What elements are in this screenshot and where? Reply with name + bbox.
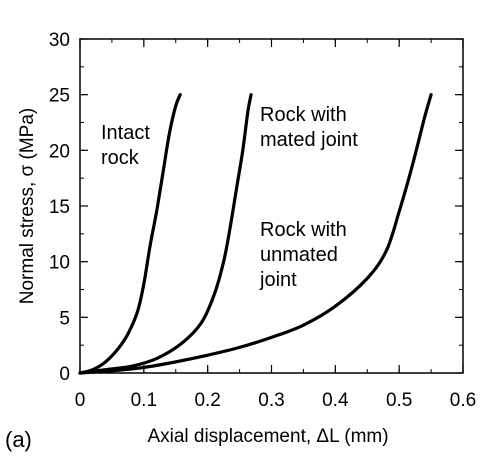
x-tick-label: 0.1 xyxy=(131,390,157,411)
series-label-line: Rock with xyxy=(260,104,347,126)
x-tick-label: 0.3 xyxy=(258,390,284,411)
y-tick-label: 15 xyxy=(49,197,70,218)
series-label-line: mated joint xyxy=(260,129,358,151)
y-tick-label: 30 xyxy=(49,30,70,51)
mated-joint-line xyxy=(78,93,253,375)
y-tick-label: 20 xyxy=(49,141,70,162)
x-tick-label: 0 xyxy=(75,390,86,411)
x-tick-label: 0.5 xyxy=(386,390,412,411)
ticks: 0 0.1 0.2 0.3 0.4 0.5 0.6 0 5 10 15 20 25 30 xyxy=(49,30,476,411)
y-tick-label: 10 xyxy=(49,253,70,274)
panel-label: (a) xyxy=(5,427,32,452)
series-label-line: unmated xyxy=(260,244,338,266)
unmated-joint-label: Rock with unmated joint xyxy=(259,219,347,291)
plot-frame xyxy=(79,38,464,374)
x-axis-title: Axial displacement, ΔL (mm) xyxy=(147,426,388,447)
intact-rock-line xyxy=(78,93,182,375)
mated-joint-label: Rock with mated joint xyxy=(260,104,358,151)
series-label-line: Intact xyxy=(101,122,150,144)
y-tick-label: 5 xyxy=(59,308,70,329)
intact-rock-label: Intact rock xyxy=(101,122,150,169)
y-axis-title: Normal stress, σ (MPa) xyxy=(17,108,38,304)
series-label-line: rock xyxy=(101,147,140,169)
x-tick-label: 0.6 xyxy=(450,390,476,411)
x-tick-label: 0.4 xyxy=(322,390,349,411)
series-label-line: joint xyxy=(259,269,297,291)
series-labels: Intact rock Rock with mated joint Rock with u… xyxy=(101,104,358,291)
x-tick-label: 0.2 xyxy=(194,390,220,411)
y-tick-label: 25 xyxy=(49,86,70,107)
series-lines xyxy=(78,93,433,375)
axes xyxy=(79,38,464,374)
series-label-line: Rock with xyxy=(260,219,347,241)
unmated-joint-line xyxy=(78,93,433,375)
y-tick-label: 0 xyxy=(59,364,70,385)
